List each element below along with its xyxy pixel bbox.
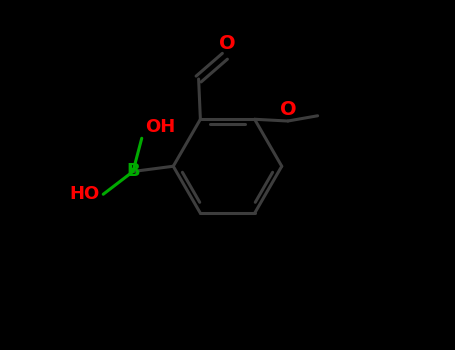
Text: HO: HO xyxy=(70,185,100,203)
Text: B: B xyxy=(126,162,140,181)
Text: O: O xyxy=(219,34,236,54)
Text: OH: OH xyxy=(145,119,176,136)
Text: O: O xyxy=(279,100,296,119)
